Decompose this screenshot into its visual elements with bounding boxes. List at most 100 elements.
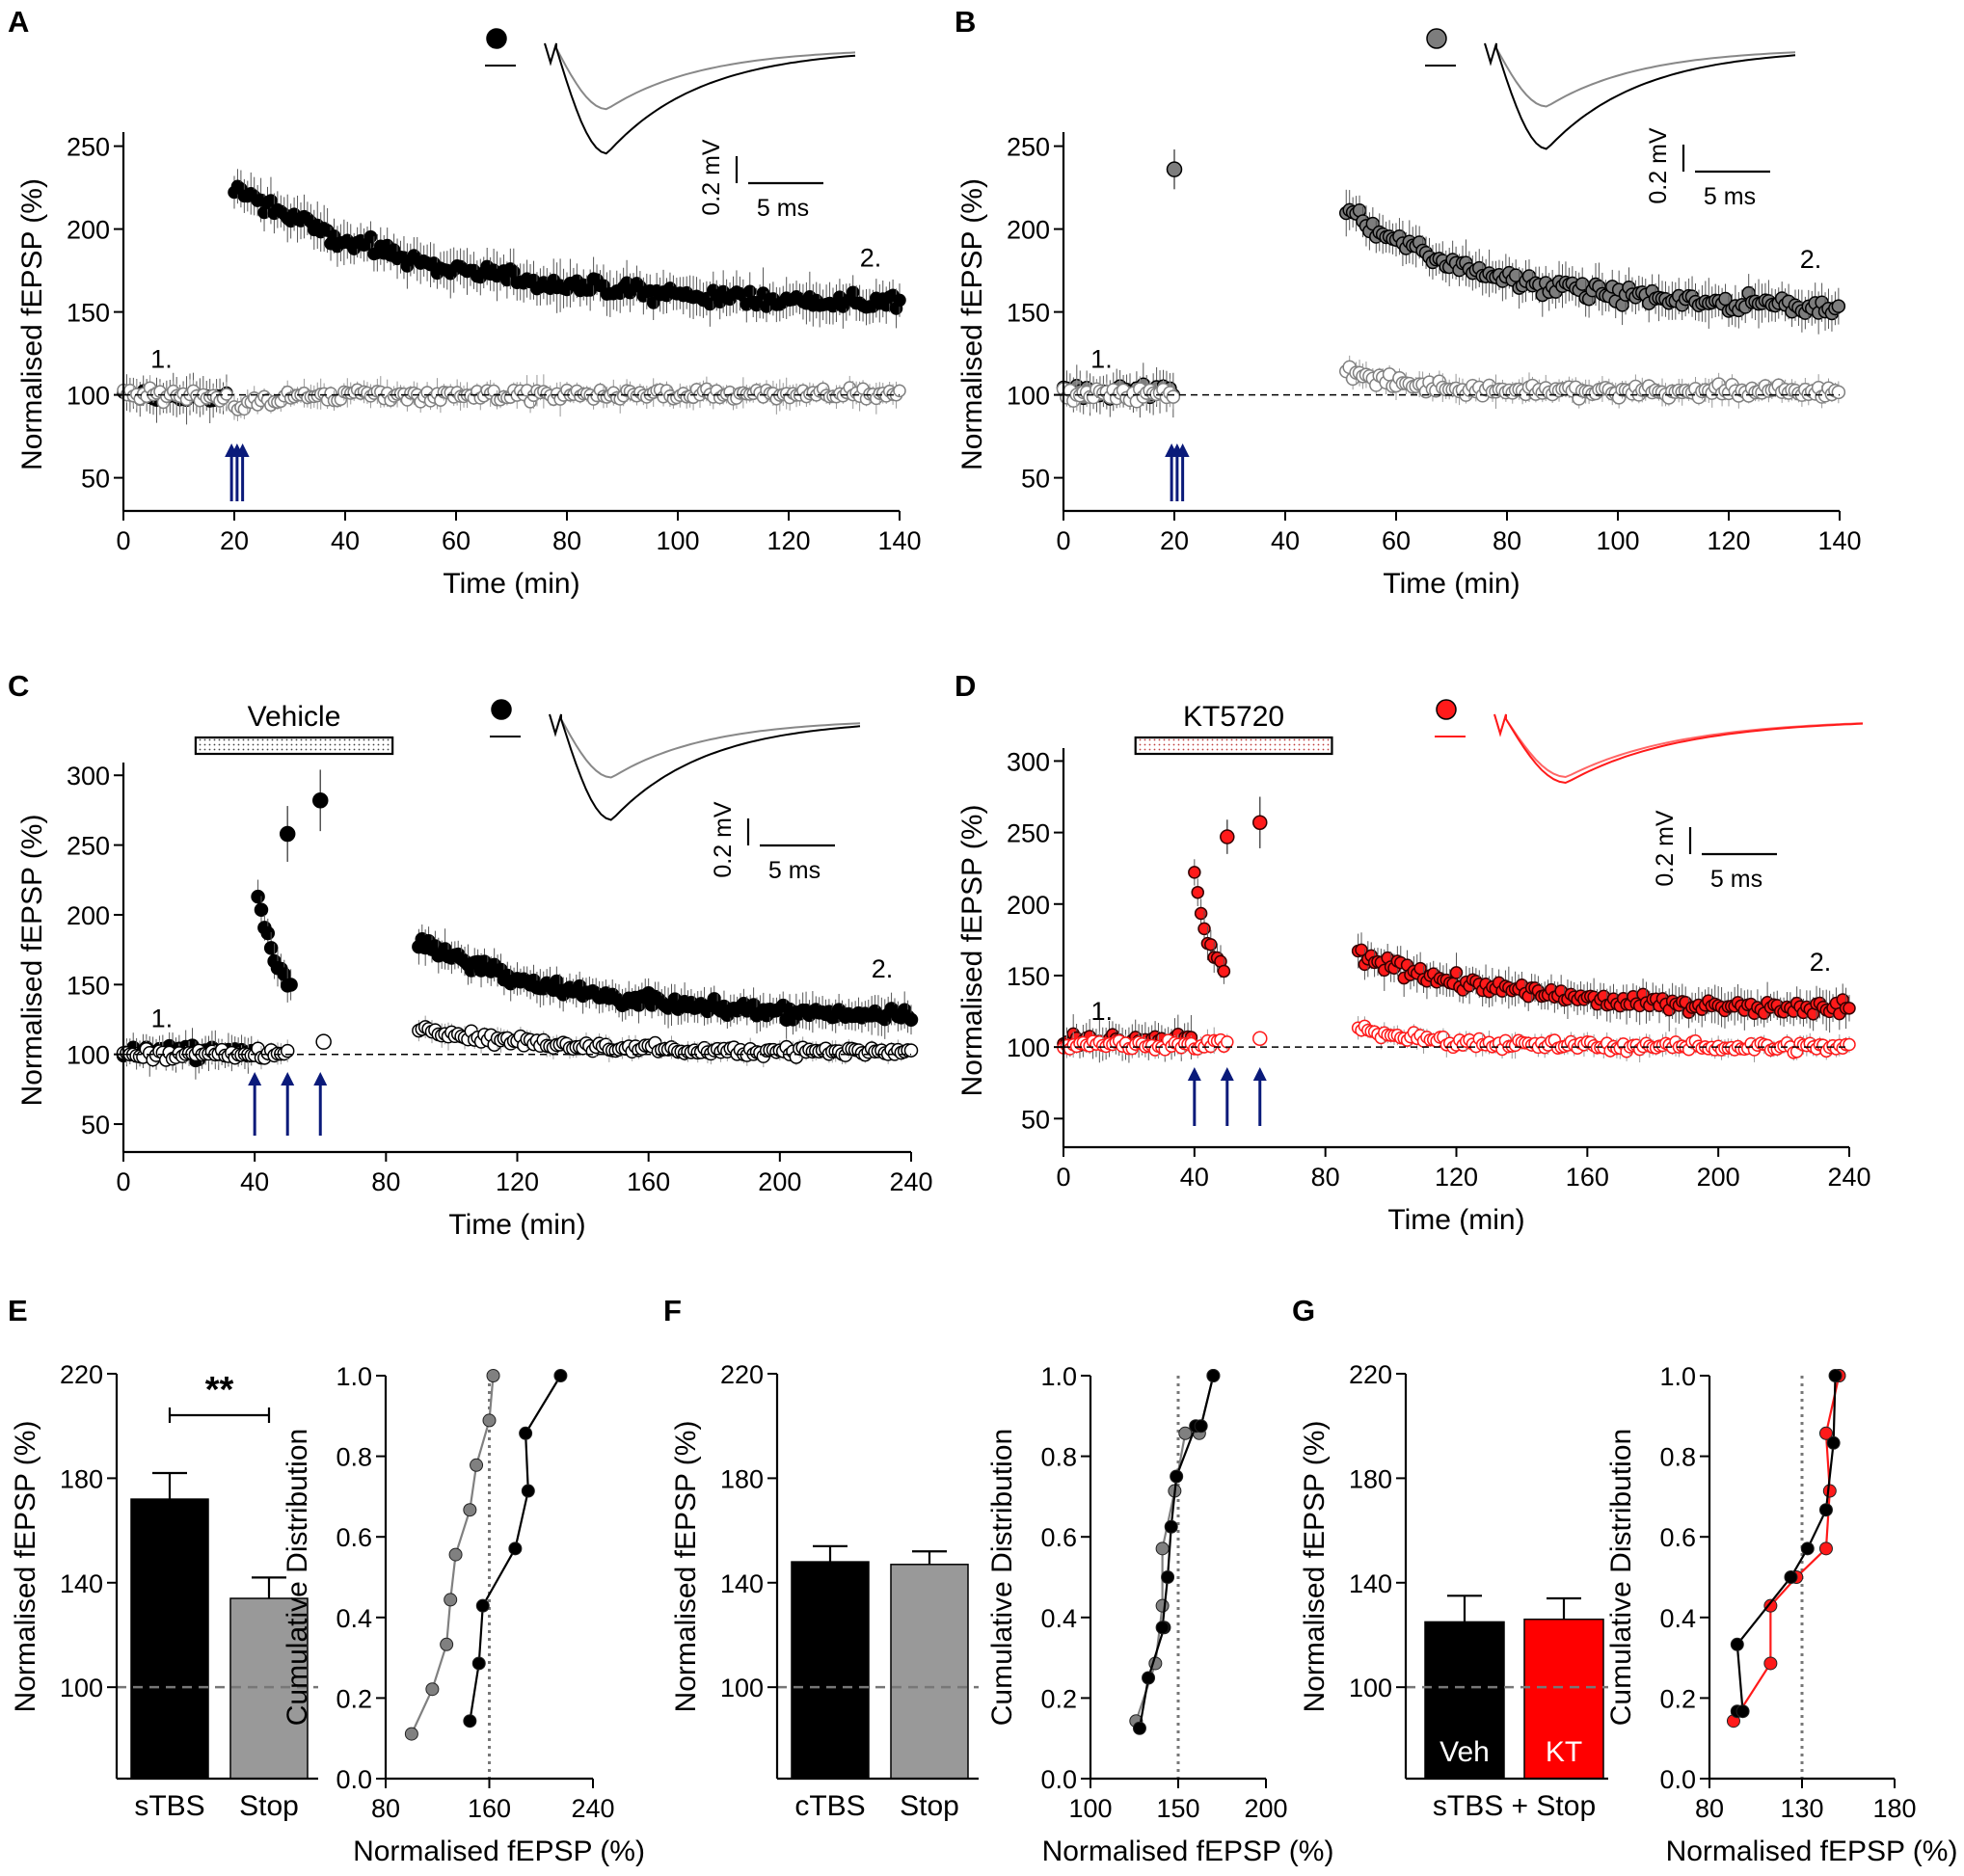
y-tick-label: 150 <box>67 299 110 328</box>
x-tick-label: 120 <box>1707 526 1750 555</box>
y-axis-label: Normalised fEPSP (%) <box>956 805 988 1097</box>
y-tick-label: 1.0 <box>1040 1362 1077 1391</box>
y-tick-label: 220 <box>720 1360 764 1389</box>
drug-label: KT5720 <box>1183 701 1284 733</box>
panel-label: C <box>8 669 29 703</box>
data-point <box>1831 299 1846 313</box>
x-tick-label: 240 <box>571 1794 614 1823</box>
x-axis-label: Time (min) <box>1387 1204 1524 1236</box>
x-tick-label: 100 <box>656 526 699 555</box>
panel-label: G <box>1292 1294 1315 1327</box>
cdf-point <box>425 1682 440 1697</box>
y-tick-label: 0.8 <box>1040 1443 1077 1472</box>
series-open-red <box>1057 1016 1856 1063</box>
inset-trace-1 <box>1435 713 1864 779</box>
inset-trace-1 <box>1425 42 1796 108</box>
y-tick-label: 50 <box>1021 1105 1050 1134</box>
y-tick-label: 0.0 <box>1040 1765 1077 1794</box>
cdf-point <box>1800 1541 1815 1556</box>
data-point <box>1188 866 1201 879</box>
data-point <box>1843 1002 1856 1015</box>
y-axis-label: Cumulative Distribution <box>282 1429 313 1726</box>
scale-x-label: 5 ms <box>768 857 821 884</box>
x-tick-label: 20 <box>1160 526 1189 555</box>
x-tick-label: 150 <box>1156 1794 1199 1823</box>
data-point <box>315 1033 332 1050</box>
scale-x-label: 5 ms <box>1704 183 1756 210</box>
series-open-grey <box>1056 355 1846 414</box>
y-tick-label: 100 <box>67 382 110 411</box>
data-point <box>893 384 906 398</box>
data-point <box>312 792 329 809</box>
data-point <box>1831 385 1846 400</box>
y-tick-label: 1.0 <box>336 1362 372 1391</box>
x-tick-label: 200 <box>1244 1794 1287 1823</box>
cdf-point <box>519 1426 533 1440</box>
cdf-point <box>444 1593 458 1607</box>
y-tick-label: 250 <box>67 832 110 861</box>
data-point <box>1166 161 1183 177</box>
cdf-point <box>1161 1570 1175 1584</box>
inset-marker <box>1436 699 1457 720</box>
data-point <box>1166 389 1181 404</box>
y-tick-label: 250 <box>1007 133 1050 162</box>
bar-Stop <box>229 1597 309 1780</box>
x-tick-label: 0 <box>1056 526 1070 555</box>
panel-label: A <box>8 5 29 39</box>
stimulus-arrow-head <box>235 443 250 457</box>
data-point <box>1197 922 1211 936</box>
data-point <box>846 285 860 299</box>
x-tick-label: 160 <box>468 1794 511 1823</box>
x-tick-label: 0 <box>116 1167 130 1196</box>
y-axis-label: Normalised fEPSP (%) <box>16 815 48 1107</box>
cdf-point <box>1170 1469 1184 1484</box>
y-tick-label: 50 <box>1021 465 1050 494</box>
scale-y-label: 0.2 mV <box>698 139 725 216</box>
series-filled-grey <box>1056 189 1846 418</box>
inset-trace-1 <box>490 713 861 779</box>
y-tick-label: 0.6 <box>1659 1523 1696 1552</box>
data-point <box>893 293 906 308</box>
cdf-point <box>1164 1519 1178 1534</box>
stimulus-arrow-head <box>1220 1067 1234 1081</box>
significance-stars: ** <box>205 1370 234 1410</box>
data-point <box>1413 961 1427 976</box>
cdf-point <box>1826 1435 1841 1450</box>
stimulus-arrow-head <box>1187 1067 1201 1081</box>
cdf-point <box>1194 1419 1208 1434</box>
y-tick-label: 140 <box>1349 1569 1392 1598</box>
inset-trace-1 <box>485 42 856 111</box>
scale-y-label: 0.2 mV <box>710 801 737 878</box>
cumulative-panel-F: 0.0 0.2 0.4 0.6 0.8 1.0 100 150 200 Normalised fE… <box>986 1362 1333 1867</box>
inset-trace-0 <box>490 713 861 821</box>
x-tick-label: 80 <box>1695 1794 1724 1823</box>
x-tick-label: 200 <box>1697 1163 1740 1192</box>
cdf-line-Veh <box>1735 1375 1837 1713</box>
panel-C: C 50 100 150 200 250 300 0 40 80 120 160 200 240 Time … <box>8 669 933 1241</box>
cdf-point <box>1155 1541 1170 1556</box>
y-axis-label: Cumulative Distribution <box>986 1429 1018 1726</box>
category-label: Stop <box>900 1790 959 1822</box>
x-tick-label: 140 <box>877 526 921 555</box>
bar-sTBS <box>130 1498 209 1780</box>
y-tick-label: 140 <box>720 1569 764 1598</box>
x-tick-label: 40 <box>1180 1163 1209 1192</box>
x-tick-label: 20 <box>220 526 249 555</box>
scale-y-label: 0.2 mV <box>1652 810 1679 887</box>
annotation-2: 2. <box>860 243 882 272</box>
bar-Veh <box>1424 1621 1505 1780</box>
cdf-point <box>482 1413 497 1428</box>
cdf-point <box>1142 1671 1156 1685</box>
x-tick-label: 60 <box>442 526 471 555</box>
y-tick-label: 100 <box>1349 1674 1392 1702</box>
cdf-point <box>463 1714 477 1729</box>
x-tick-label: 0 <box>1056 1163 1070 1192</box>
cdf-point <box>1206 1369 1221 1382</box>
cdf-line-KT <box>1733 1375 1841 1722</box>
y-tick-label: 0.2 <box>336 1684 372 1713</box>
annotation-1: 1. <box>151 1005 174 1033</box>
data-point <box>251 889 265 904</box>
x-tick-label: 80 <box>1493 526 1521 555</box>
inset-trace-0 <box>485 42 856 155</box>
